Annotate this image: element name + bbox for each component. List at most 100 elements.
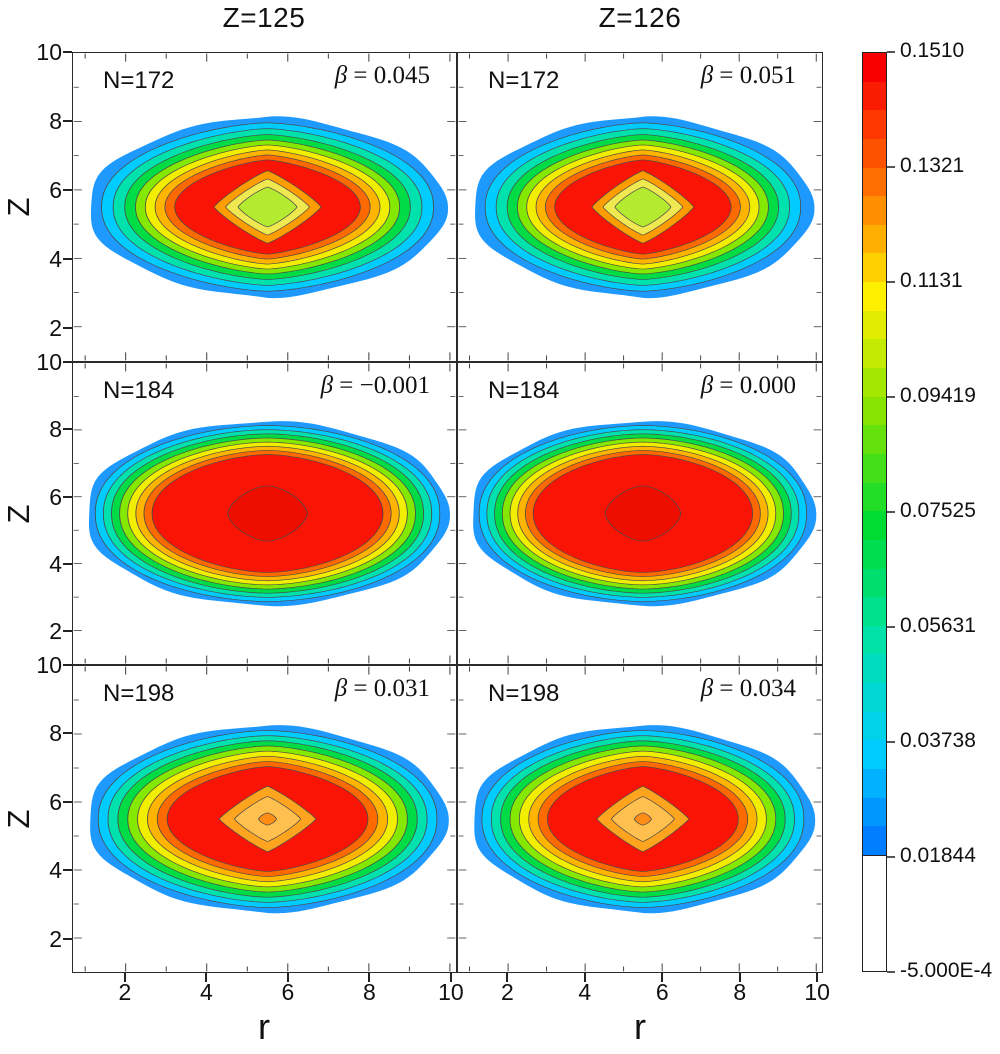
x-tick-mark	[123, 973, 126, 982]
colorbar-step	[863, 310, 886, 340]
colorbar-step	[863, 826, 886, 855]
beta-deformation-label: β = 0.045	[335, 62, 430, 90]
y-tick-label: 8	[49, 107, 62, 134]
contour-plot	[458, 53, 822, 361]
colorbar-label: 0.07525	[900, 499, 976, 522]
neutron-number-label: N=172	[103, 67, 175, 94]
y-tick-label: 4	[49, 551, 62, 577]
colorbar-step	[863, 654, 886, 684]
colorbar-label: 0.1321	[900, 154, 965, 177]
neutron-number-label: N=184	[103, 377, 175, 404]
beta-deformation-label: β = 0.031	[335, 675, 430, 703]
beta-symbol: β	[334, 62, 348, 89]
x-tick-label: 6	[281, 979, 295, 1005]
colorbar-step	[863, 253, 886, 283]
colorbar-step	[863, 568, 886, 598]
y-tick-mark	[63, 326, 72, 329]
y-tick-label: 4	[49, 245, 62, 272]
column-title-z125: Z=125	[222, 2, 306, 33]
beta-value: = 0.031	[347, 675, 430, 702]
colorbar-step	[863, 81, 886, 111]
y-tick-mark	[63, 630, 72, 633]
x-tick-label: 4	[200, 979, 213, 1005]
y-tick-mark	[63, 869, 72, 872]
beta-deformation-label: β = 0.034	[701, 675, 796, 703]
y-tick-label: 2	[49, 314, 62, 341]
colorbar-step	[863, 740, 886, 770]
beta-symbol: β	[700, 675, 714, 702]
y-tick-mark	[63, 188, 72, 191]
colorbar-label: 0.1131	[900, 269, 963, 292]
beta-symbol: β	[700, 372, 714, 399]
y-tick-label: 8	[49, 720, 62, 747]
colorbar-tick	[887, 511, 895, 513]
y-tick-mark	[63, 51, 72, 53]
x-tick-label: 2	[118, 979, 132, 1005]
colorbar-step	[863, 482, 886, 512]
beta-value: = −0.001	[333, 372, 430, 399]
colorbar-step	[863, 683, 886, 712]
panel-z126-n184: N=184 β = 0.000	[457, 362, 823, 665]
colorbar-step	[863, 511, 886, 540]
colorbar-step	[863, 769, 886, 798]
colorbar-step	[863, 282, 886, 311]
y-tick-mark	[63, 361, 72, 363]
colorbar-step	[863, 224, 886, 254]
panel-z125-n198: N=198 β = 0.031	[72, 665, 457, 973]
x-axis-label: r	[634, 1006, 646, 1047]
y-tick-mark	[63, 800, 72, 803]
colorbar-step	[863, 625, 886, 655]
x-tick-label: 2	[500, 979, 514, 1005]
y-tick-label: 6	[49, 483, 62, 510]
beta-value: = 0.051	[713, 62, 796, 89]
column-title-z126: Z=126	[598, 2, 682, 33]
x-tick-mark	[368, 973, 371, 982]
y-tick-label: 2	[49, 925, 62, 952]
colorbar-tick	[887, 741, 895, 743]
colorbar-step	[863, 53, 886, 82]
x-axis-label: r	[258, 1006, 270, 1047]
x-tick-mark	[449, 973, 452, 982]
colorbar-step	[863, 597, 886, 626]
colorbar-step	[863, 138, 886, 168]
x-tick-mark	[205, 973, 208, 982]
y-tick-mark	[63, 664, 72, 666]
y-tick-mark	[63, 428, 72, 431]
colorbar-tick	[887, 971, 895, 973]
colorbar-label: -5.000E-4	[900, 959, 993, 982]
neutron-number-label: N=172	[488, 67, 560, 94]
beta-symbol: β	[334, 675, 348, 702]
panel-z125-n184: N=184 β = −0.001	[72, 362, 457, 665]
contour-plot	[73, 53, 456, 361]
y-tick-label: 4	[49, 857, 62, 884]
colorbar-step	[863, 396, 886, 426]
colorbar-tick	[887, 396, 895, 398]
colorbar-step	[863, 196, 886, 225]
y-tick-mark	[63, 937, 72, 940]
x-tick-label: 6	[655, 979, 669, 1005]
y-tick-label: 8	[49, 416, 62, 443]
x-tick-mark	[286, 973, 289, 982]
colorbar-tick	[887, 166, 895, 168]
contour-plot	[73, 363, 456, 664]
beta-value: = 0.045	[347, 62, 430, 89]
colorbar-label: 0.03738	[900, 729, 976, 752]
panel-z126-n172: N=172 β = 0.051	[457, 52, 823, 362]
colorbar-step	[863, 453, 886, 483]
colorbar-step	[863, 339, 886, 369]
beta-deformation-label: β = −0.001	[321, 372, 430, 400]
colorbar-label: 0.1510	[900, 39, 965, 62]
colorbar-tick	[887, 626, 895, 628]
panel-z125-n172: N=172 β = 0.045	[72, 52, 457, 362]
colorbar-step	[863, 110, 886, 139]
y-tick-label: 6	[49, 788, 62, 815]
colorbar-step	[863, 425, 886, 454]
x-tick-label: 4	[578, 979, 592, 1005]
y-tick-mark	[63, 119, 72, 122]
beta-symbol: β	[320, 372, 334, 399]
colorbar-below-min	[863, 854, 886, 971]
contour-plot	[73, 666, 456, 972]
contour-plot	[458, 363, 822, 664]
panel-z126-n198: N=198 β = 0.034	[457, 665, 823, 973]
